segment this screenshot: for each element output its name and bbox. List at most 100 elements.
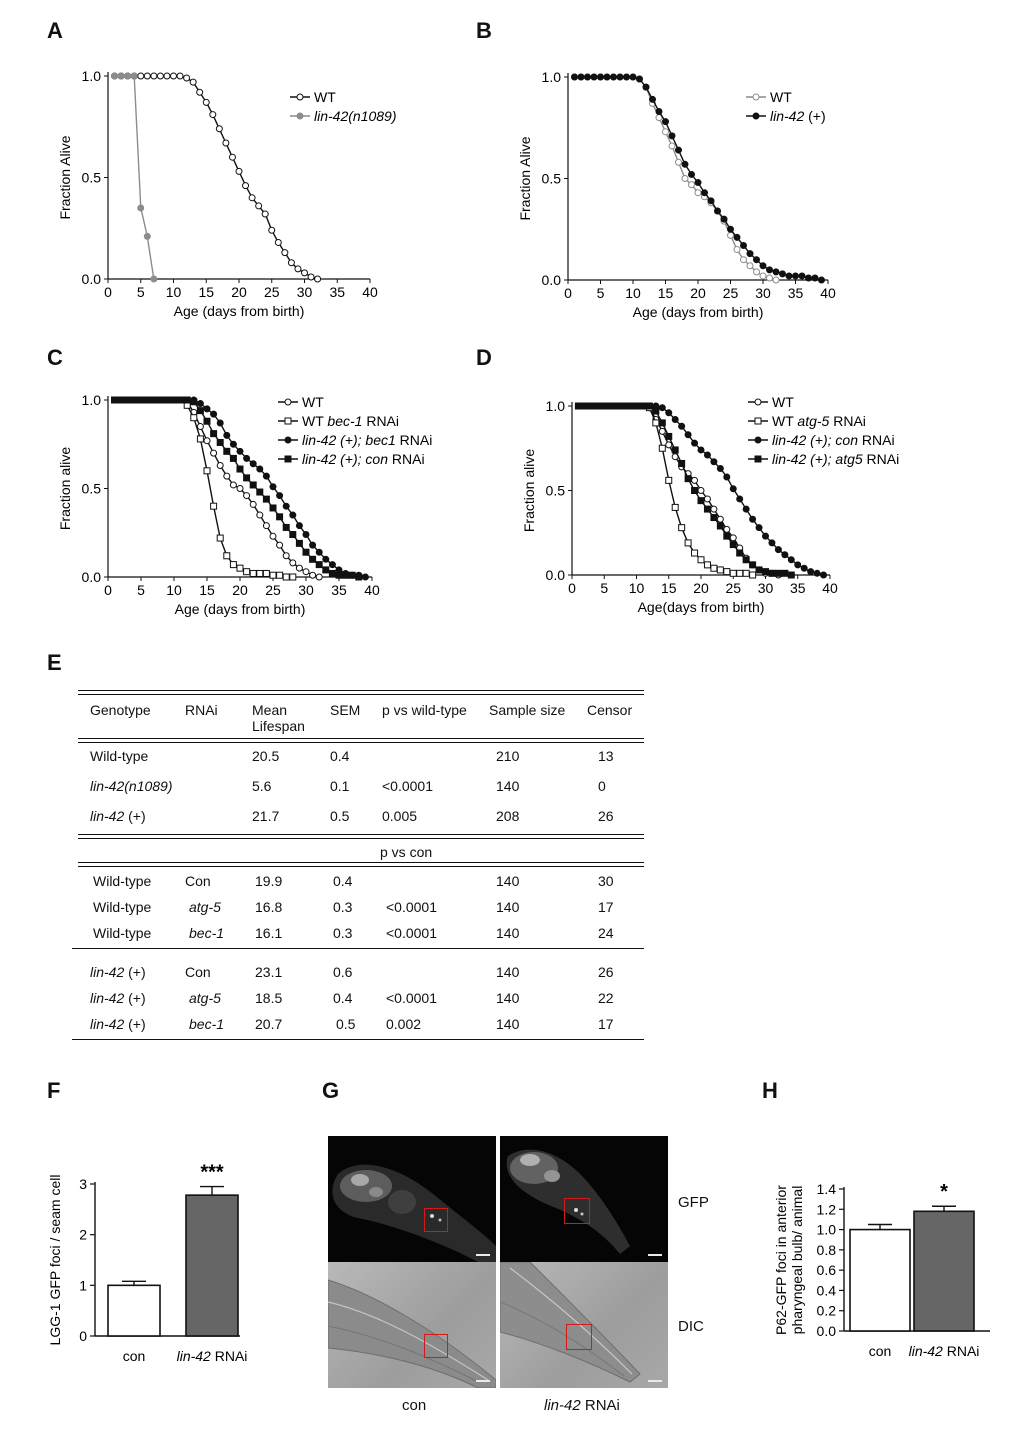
data-point (701, 189, 708, 197)
data-point (249, 569, 257, 577)
data-point (322, 566, 330, 574)
data-point (223, 552, 231, 560)
data-point (813, 569, 821, 577)
s3-row1-sem: 0.6 (333, 964, 353, 980)
data-point (243, 474, 251, 482)
data-point (671, 503, 679, 511)
data-point (216, 419, 224, 427)
subheader-p-vs-con: p vs con (380, 844, 433, 860)
data-point (124, 72, 132, 80)
data-point (636, 75, 643, 83)
data-point (759, 272, 767, 280)
x-tick-label: 40 (822, 580, 838, 596)
data-point (703, 561, 711, 569)
legend-label-part: atg5 (835, 451, 862, 467)
legend-label-part: (+); (806, 451, 835, 467)
data-point (177, 396, 185, 404)
roi-box-dic-lin42 (566, 1324, 592, 1350)
data-point (697, 497, 705, 505)
data-point (156, 72, 164, 80)
x-category-label: con (123, 1348, 146, 1364)
s3-row3-censor: 17 (598, 1016, 614, 1032)
legend-label-part: (+); (806, 432, 835, 448)
x-tick-label: 25 (725, 580, 741, 596)
data-point (190, 398, 198, 406)
x-tick-label: 10 (166, 582, 182, 598)
s1-row2-mean: 5.6 (252, 778, 272, 794)
data-point (607, 402, 615, 410)
data-point (755, 566, 763, 574)
y-tick-label: 1.0 (546, 398, 566, 414)
y-axis-label: Fraction Alive (57, 135, 73, 219)
x-tick-label: 25 (265, 582, 281, 598)
data-point (768, 569, 776, 577)
data-point (665, 409, 673, 417)
data-point (729, 485, 737, 493)
col-label-con: con (402, 1397, 427, 1414)
x-tick-label: 40 (364, 582, 380, 598)
data-point (623, 73, 630, 81)
data-point (684, 431, 692, 439)
data-point (753, 268, 760, 276)
data-point (302, 531, 310, 539)
data-point (281, 249, 289, 257)
data-point (691, 549, 699, 557)
data-point (282, 502, 290, 510)
data-point (222, 139, 230, 147)
data-point (202, 98, 210, 106)
data-point (269, 483, 277, 491)
data-point (740, 241, 747, 249)
data-point (716, 465, 724, 473)
s3-row2-genotype: lin-42 (+) (90, 990, 146, 1006)
data-point (190, 414, 198, 422)
data-point (294, 265, 302, 273)
data-point (269, 571, 277, 579)
x-tick-label: 20 (231, 284, 247, 300)
data-point (269, 504, 277, 512)
header-rnai: RNAi (185, 702, 218, 718)
legend-label-part: WT (772, 394, 794, 410)
legend-label-part: WT (302, 413, 327, 429)
data-point (203, 405, 211, 413)
data-point (361, 573, 369, 581)
data-point (117, 72, 125, 80)
x-tick-label: 40 (362, 284, 378, 300)
data-point (256, 569, 264, 577)
data-point (697, 487, 705, 494)
x-tick-label: 30 (758, 580, 774, 596)
data-point (309, 571, 317, 579)
legend-label-part: atg-5 (797, 413, 829, 429)
data-point (626, 402, 634, 410)
data-point (276, 571, 284, 579)
data-point (772, 268, 780, 276)
y-tick-label: 0.2 (817, 1303, 837, 1319)
s2-row1-n: 140 (496, 873, 520, 889)
s3-row2-rnai: atg-5 (189, 990, 221, 1006)
data-point (642, 83, 650, 91)
data-point (710, 458, 718, 466)
y-tick-label: 0.8 (817, 1242, 837, 1258)
data-point (210, 449, 218, 457)
y-tick-label: 2 (79, 1227, 87, 1243)
x-tick-label: 10 (629, 580, 645, 596)
x-tick-label: 5 (597, 285, 605, 301)
data-point (581, 402, 589, 410)
data-point (662, 118, 669, 126)
panel-letter-d: D (476, 345, 492, 370)
s3-row2-sem: 0.4 (333, 990, 353, 1006)
data-point (269, 532, 277, 540)
data-point (584, 73, 591, 81)
legend-label-part: lin-42 (302, 451, 336, 467)
gfp-image-lin42 (500, 1136, 668, 1262)
data-point (248, 194, 256, 202)
data-point (196, 435, 204, 443)
x-tick-label: 10 (625, 285, 641, 301)
y-axis-label: Fraction alive (57, 447, 73, 530)
legend-label: WT (302, 394, 324, 410)
data-point (681, 160, 689, 168)
data-point (262, 569, 270, 577)
series-line (114, 75, 318, 280)
bar-chart-f: 0 1 2 3 con lin-42 RNAi *** LGG-1 GFP foci / se… (47, 1162, 247, 1364)
x-tick-label: 0 (564, 285, 572, 301)
legend-label-part: (+); (336, 451, 365, 467)
